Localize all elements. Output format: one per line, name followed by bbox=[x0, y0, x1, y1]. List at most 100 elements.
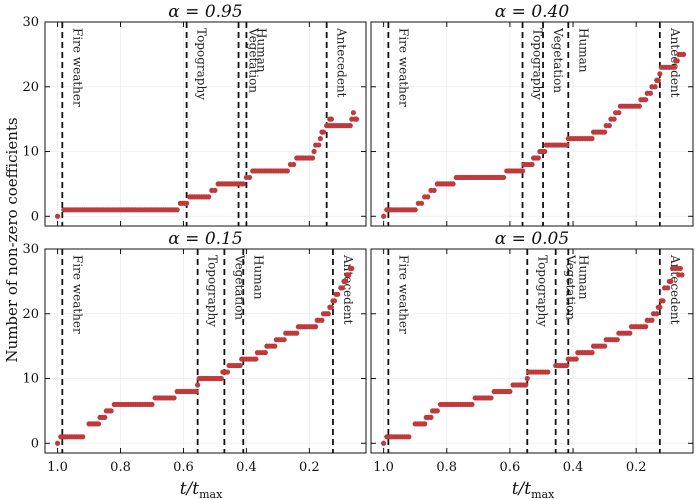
data-point bbox=[281, 337, 287, 343]
data-point bbox=[654, 311, 660, 317]
event-line-label: Fire weather bbox=[396, 255, 410, 334]
data-point bbox=[636, 103, 642, 109]
event-line-label: Antecedent bbox=[668, 254, 682, 325]
data-point bbox=[381, 213, 387, 219]
data-point bbox=[602, 343, 608, 349]
data-point bbox=[647, 90, 653, 96]
data-point bbox=[381, 440, 387, 446]
data-point bbox=[54, 213, 61, 219]
data-point bbox=[488, 395, 494, 401]
y-tick-label: 10 bbox=[22, 372, 39, 387]
data-point bbox=[149, 401, 155, 408]
data-point bbox=[668, 278, 674, 284]
data-point bbox=[428, 414, 434, 420]
data-point bbox=[313, 324, 319, 330]
data-point bbox=[649, 317, 655, 323]
chart-panel-3: Fire weather Topography Vegetation Human Ant… bbox=[22, 229, 367, 475]
event-line-label: Fire weather bbox=[396, 28, 410, 107]
data-point bbox=[657, 71, 663, 77]
event-line-label: Topography bbox=[531, 28, 545, 100]
data-point bbox=[660, 298, 666, 304]
data-point bbox=[350, 110, 357, 116]
data-point bbox=[246, 174, 253, 181]
data-point bbox=[309, 155, 316, 161]
event-line-label: Vegetation bbox=[247, 27, 261, 93]
chart-panel-2: Fire weatherTopographyVegetationHumanAnt… bbox=[370, 2, 694, 227]
data-point bbox=[652, 84, 658, 90]
data-point bbox=[339, 285, 345, 291]
y-tick-label: 20 bbox=[22, 80, 39, 95]
data-point bbox=[108, 408, 114, 414]
data-point bbox=[564, 142, 570, 148]
x-tick-label: 0.8 bbox=[110, 460, 131, 475]
data-point bbox=[616, 110, 622, 116]
event-line-label: Vegetation bbox=[232, 254, 246, 320]
event-line-label: Human bbox=[254, 28, 268, 73]
data-point bbox=[431, 187, 437, 193]
data-point bbox=[679, 272, 685, 278]
x-tick-label: 0.8 bbox=[436, 460, 457, 475]
data-point bbox=[425, 194, 431, 200]
data-point bbox=[507, 388, 513, 395]
data-point bbox=[535, 155, 541, 161]
panel-title: α = 0.95 bbox=[168, 2, 242, 22]
event-line-label: Topography bbox=[195, 28, 209, 100]
data-point bbox=[545, 369, 551, 375]
data-point bbox=[80, 434, 86, 440]
data-point bbox=[573, 356, 579, 362]
data-point bbox=[284, 168, 290, 174]
y-tick-label: 30 bbox=[22, 242, 39, 257]
x-tick-label: 0.2 bbox=[626, 460, 647, 475]
data-point bbox=[523, 382, 529, 388]
x-tick-label: 0.2 bbox=[299, 460, 320, 475]
event-line-label: Fire weather bbox=[70, 255, 84, 334]
data-point bbox=[316, 142, 322, 148]
data-point bbox=[611, 116, 617, 122]
data-point bbox=[328, 304, 334, 310]
data-point bbox=[171, 395, 177, 401]
x-tick-label: 0.6 bbox=[173, 460, 194, 475]
data-point bbox=[335, 291, 341, 297]
data-point bbox=[193, 388, 199, 395]
data-point bbox=[643, 324, 649, 330]
x-tick-label: 0.6 bbox=[500, 460, 521, 475]
data-point bbox=[325, 311, 331, 317]
data-point bbox=[218, 375, 224, 382]
event-line-label: Human bbox=[576, 255, 590, 300]
data-point bbox=[195, 382, 201, 388]
data-point bbox=[627, 330, 633, 336]
data-point bbox=[589, 135, 595, 142]
event-line-label: Human bbox=[576, 28, 590, 73]
data-point bbox=[342, 278, 349, 284]
data-point bbox=[542, 148, 548, 155]
panel-title: α = 0.05 bbox=[495, 229, 569, 249]
data-point bbox=[240, 181, 246, 187]
y-tick-label: 20 bbox=[22, 307, 39, 322]
data-point bbox=[418, 200, 425, 206]
plot-frame bbox=[44, 248, 367, 454]
y-axis-label: Number of non-zero coefficients bbox=[3, 117, 21, 362]
data-point bbox=[346, 272, 352, 278]
plot-frame bbox=[44, 21, 367, 227]
panel-title: α = 0.40 bbox=[495, 2, 570, 22]
data-point bbox=[412, 207, 418, 213]
data-point bbox=[317, 135, 323, 142]
data-point bbox=[655, 77, 661, 83]
y-tick-label: 0 bbox=[31, 436, 39, 451]
data-point bbox=[406, 434, 412, 440]
plot-frame bbox=[370, 248, 694, 454]
data-point bbox=[657, 304, 663, 310]
event-line-label: Human bbox=[251, 255, 265, 300]
data-point bbox=[674, 58, 680, 64]
event-line-label: Antecedent bbox=[341, 254, 355, 325]
data-point bbox=[331, 298, 338, 304]
data-point bbox=[294, 330, 300, 336]
data-point bbox=[677, 265, 683, 272]
data-point bbox=[253, 356, 259, 362]
x-tick-label: 1.0 bbox=[373, 460, 394, 475]
data-point bbox=[564, 362, 570, 369]
data-point bbox=[349, 265, 355, 272]
data-point bbox=[319, 317, 325, 323]
